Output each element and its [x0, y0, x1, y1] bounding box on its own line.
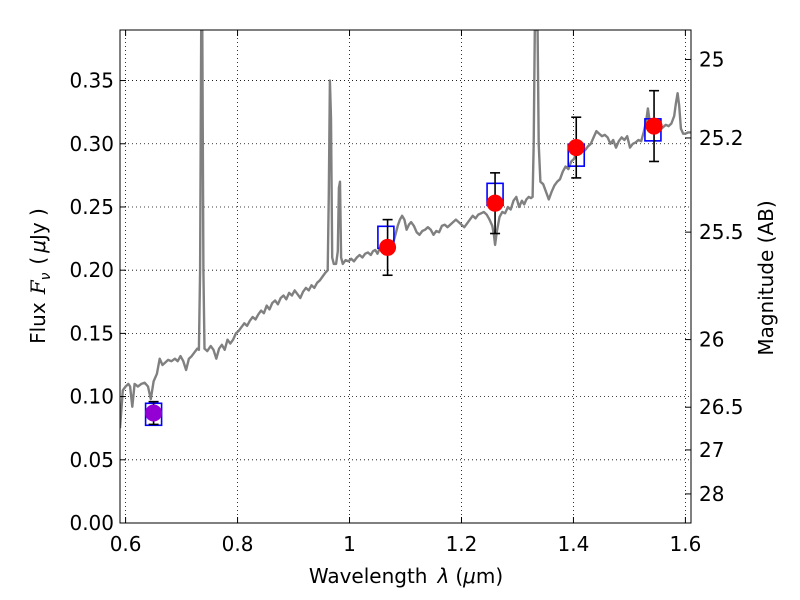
y2-axis-label: Magnitude (AB)	[754, 200, 778, 355]
x-tick-label: 1	[343, 532, 356, 556]
y2-tick-label: 25.2	[699, 126, 744, 150]
x-tick-label: 1.4	[558, 532, 590, 556]
x-tick-label: 0.8	[222, 532, 254, 556]
y2-tick-label: 25	[699, 47, 724, 71]
observed-point	[645, 117, 663, 135]
y2-tick-label: 26.5	[699, 395, 744, 419]
y-tick-label: 0.25	[69, 195, 114, 219]
x-axis-label: Wavelength λ (μm)	[309, 564, 503, 588]
y-tick-label: 0.15	[69, 321, 114, 345]
y-tick-label: 0.00	[69, 511, 114, 535]
x-tick-label: 1.2	[446, 532, 478, 556]
y-tick-label: 0.30	[69, 132, 114, 156]
x-tick-label: 1.6	[669, 532, 701, 556]
observed-point	[567, 139, 585, 157]
y-axis-label: FluxFν(μJy )	[26, 208, 54, 344]
y-tick-label: 0.20	[69, 258, 114, 282]
y2-tick-label: 26	[699, 328, 724, 352]
y-tick-label: 0.10	[69, 385, 114, 409]
observed-point	[486, 194, 504, 212]
y-tick-label: 0.05	[69, 448, 114, 472]
y2-tick-label: 28	[699, 482, 724, 506]
observed-point	[145, 404, 163, 422]
plot-area	[120, 30, 691, 429]
x-tick-label: 0.6	[110, 532, 142, 556]
spectrum-line	[120, 30, 691, 429]
ticks	[120, 30, 691, 524]
observed-point	[379, 238, 397, 256]
y2-tick-label: 27	[699, 438, 724, 462]
plot-frame	[119, 29, 692, 524]
y-tick-label: 0.35	[69, 69, 114, 93]
y2-tick-label: 25.5	[699, 220, 744, 244]
tick-labels: 0.6 0.8 1 1.2 1.4 1.6 0.00 0.05 0.10 0.15 0.20 0.25…	[69, 47, 743, 556]
